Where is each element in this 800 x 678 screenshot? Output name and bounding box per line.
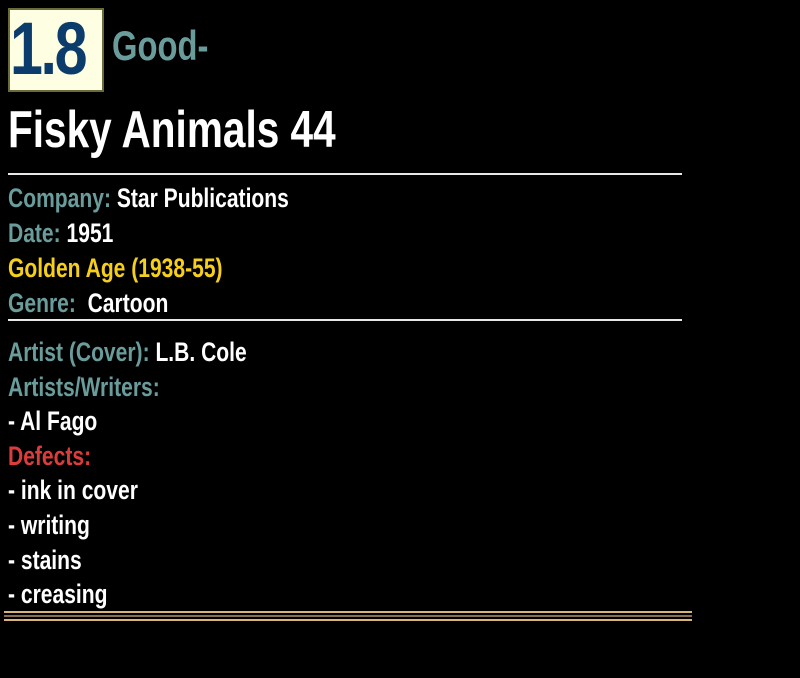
grade-badge: 1.8 (8, 8, 104, 92)
page-title: Fisky Animals 44 (8, 101, 336, 159)
defect-item: - writing (8, 510, 90, 540)
date-row: Date: 1951 (8, 217, 113, 249)
genre-row: Genre: Cartoon (8, 287, 168, 319)
defects-label: Defects: (8, 441, 92, 471)
defect-item: - stains (8, 545, 82, 575)
divider (8, 319, 682, 321)
defect-item: - ink in cover (8, 475, 138, 505)
company-value: Star Publications (116, 183, 289, 213)
footer-rule (4, 611, 692, 613)
grade-label: Good- (112, 22, 209, 69)
company-row: Company: Star Publications (8, 182, 289, 214)
genre-label: Genre: (8, 288, 76, 318)
era-text: Golden Age (1938-55) (8, 253, 223, 283)
genre-value: Cartoon (87, 288, 169, 318)
cover-artist-value: L.B. Cole (155, 337, 247, 367)
date-value: 1951 (66, 218, 114, 248)
defect-item: - creasing (8, 579, 108, 609)
date-label: Date: (8, 218, 61, 248)
divider (8, 173, 682, 175)
grade-value: 1.8 (10, 8, 87, 90)
cover-artist-label: Artist (Cover): (8, 337, 150, 367)
cover-artist-row: Artist (Cover): L.B. Cole (8, 336, 247, 368)
company-label: Company: (8, 183, 111, 213)
artists-writers-label: Artists/Writers: (8, 372, 160, 402)
footer-rule (4, 615, 692, 617)
footer-rule (4, 619, 692, 621)
artist-writer-item: - Al Fago (8, 406, 98, 436)
